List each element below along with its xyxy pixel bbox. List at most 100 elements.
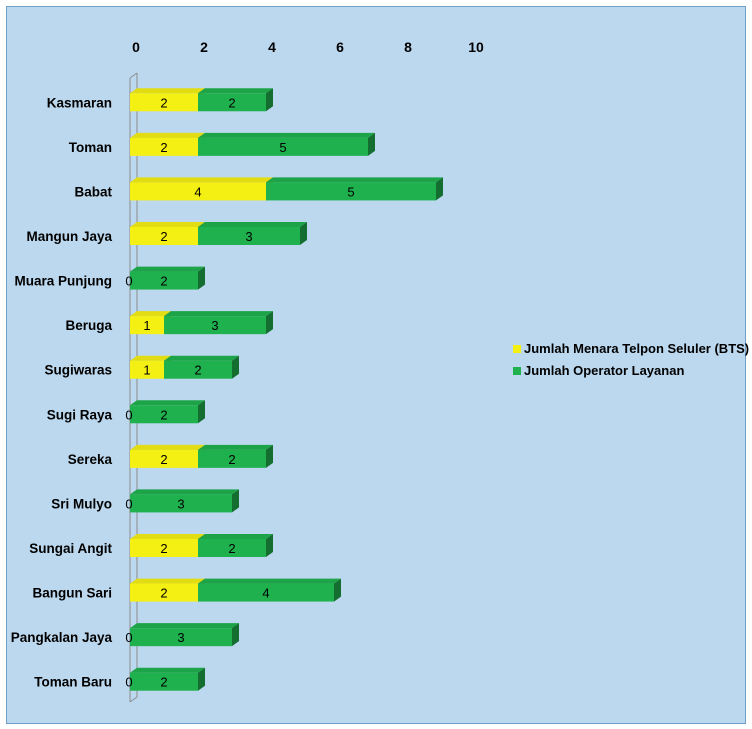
legend-item: Jumlah Operator Layanan	[513, 363, 684, 378]
x-tick-label: 8	[404, 39, 412, 55]
bar-top-face	[130, 667, 205, 673]
data-label: 2	[160, 452, 167, 467]
bar-top-face	[130, 444, 205, 450]
legend-swatch	[513, 345, 521, 353]
bar-front-face	[130, 539, 198, 557]
bar-front-face	[130, 182, 266, 201]
data-label: 3	[177, 496, 184, 511]
bar-top-face	[164, 311, 273, 317]
bar-side-face	[198, 667, 205, 691]
bar-side-face	[300, 222, 307, 245]
data-label: 2	[160, 229, 167, 244]
bar-top-face	[198, 88, 273, 94]
bar-segment	[198, 222, 307, 245]
bar-front-face	[198, 449, 266, 468]
bar-segment	[130, 667, 205, 691]
bar-top-face	[198, 578, 341, 584]
bar-side-face	[266, 534, 273, 557]
data-label: 0	[125, 630, 132, 645]
bar-segment	[198, 578, 341, 602]
bar-top-face	[130, 88, 205, 94]
bar-front-face	[198, 93, 266, 112]
data-label: 2	[160, 407, 167, 422]
category-label: Sereka	[68, 452, 113, 467]
category-label: Sri Mulyo	[51, 496, 112, 511]
bar-front-face	[164, 316, 266, 335]
category-label: Bangun Sari	[32, 586, 112, 601]
data-label: 5	[347, 184, 354, 199]
bar-front-face	[130, 449, 198, 468]
bar-segment	[198, 132, 375, 156]
bar-front-face	[198, 583, 334, 602]
bar-top-face	[130, 311, 171, 317]
bar-side-face	[266, 311, 273, 335]
x-tick-label: 0	[132, 39, 140, 55]
data-label: 0	[125, 496, 132, 511]
category-label: Toman	[69, 140, 112, 155]
bar-top-face	[266, 177, 443, 183]
bar-segment	[164, 355, 239, 379]
data-label: 4	[262, 586, 269, 601]
legend-label: Jumlah Operator Layanan	[524, 363, 684, 378]
data-label: 2	[160, 140, 167, 155]
bar-front-face	[130, 137, 198, 156]
bar-side-face	[232, 355, 239, 379]
bar-front-face	[198, 227, 300, 245]
bar-side-face	[436, 177, 443, 201]
legend-swatch	[513, 367, 521, 375]
data-label: 2	[160, 95, 167, 110]
x-tick-label: 10	[468, 39, 484, 55]
data-label: 2	[228, 452, 235, 467]
chart-area	[6, 6, 746, 724]
category-label: Muara Punjung	[15, 274, 113, 289]
bar-top-face	[130, 534, 205, 539]
axis-depth-line-bottom	[129, 696, 138, 703]
bar-top-face	[130, 355, 171, 361]
data-label: 4	[194, 184, 201, 199]
legend-label: Jumlah Menara Telpon Seluler (BTS)	[524, 341, 749, 356]
bar-front-face	[130, 271, 198, 290]
bar-front-face	[130, 360, 164, 379]
bar-front-face	[198, 137, 368, 156]
category-label: Kasmaran	[47, 95, 112, 110]
data-label: 2	[160, 274, 167, 289]
data-label: 2	[228, 541, 235, 556]
bar-side-face	[368, 132, 375, 156]
data-label: 3	[211, 318, 218, 333]
bar-front-face	[130, 672, 198, 691]
bar-side-face	[334, 578, 341, 602]
bar-front-face	[130, 316, 164, 335]
category-label: Babat	[74, 184, 112, 199]
bar-top-face	[130, 578, 205, 584]
bar-top-face	[130, 489, 239, 495]
bar-front-face	[130, 628, 232, 647]
data-label: 0	[125, 407, 132, 422]
data-label: 5	[279, 140, 286, 155]
bar-side-face	[198, 400, 205, 424]
bar-segment	[130, 534, 205, 557]
bar-top-face	[130, 132, 205, 138]
category-label: Mangun Jaya	[26, 229, 112, 244]
bar-top-face	[130, 623, 239, 629]
category-label: Pangkalan Jaya	[11, 630, 113, 645]
bar-segment	[198, 444, 273, 468]
bar-top-face	[130, 400, 205, 406]
bar-front-face	[266, 182, 436, 201]
bar-segment	[130, 489, 239, 513]
labels-layer: Kasmaran 2 2 Toman 2 5 Babat 4 5 Mangun Jaya 2 3 Mua…	[11, 95, 355, 689]
data-label: 0	[125, 675, 132, 690]
bar-segment	[164, 311, 273, 335]
legend: Jumlah Menara Telpon Seluler (BTS) Jumlah…	[513, 341, 749, 378]
x-tick-label: 4	[268, 39, 276, 55]
bar-front-face	[164, 360, 232, 379]
bar-top-face	[164, 355, 239, 361]
data-label: 2	[160, 541, 167, 556]
data-label: 2	[160, 675, 167, 690]
data-label: 2	[160, 586, 167, 601]
data-label: 3	[177, 630, 184, 645]
bar-side-face	[266, 88, 273, 112]
axis-depth-line-top	[129, 72, 138, 79]
bar-side-face	[232, 489, 239, 513]
category-label: Beruga	[65, 318, 112, 333]
